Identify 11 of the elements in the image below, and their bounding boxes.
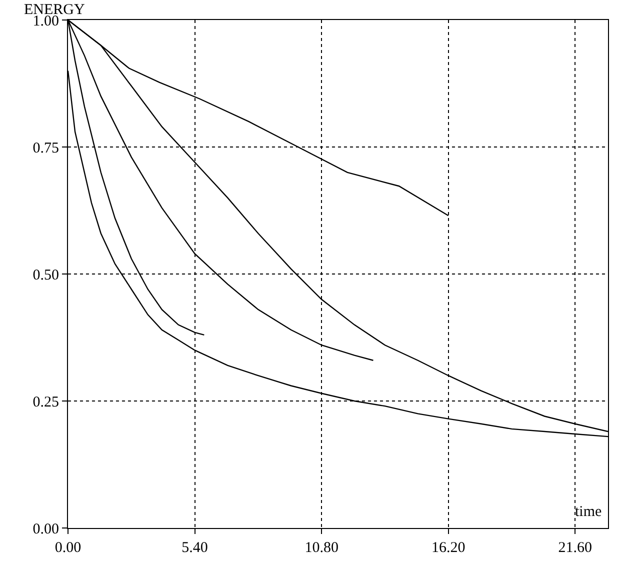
y-tick-label: 0.00 — [32, 521, 59, 538]
y-tick-label: 0.25 — [32, 394, 59, 410]
y-tick-label: 0.50 — [32, 267, 59, 284]
y-tick-label: 1.00 — [32, 13, 59, 30]
x-tick-label: 21.60 — [558, 540, 592, 556]
x-axis-title: time — [575, 504, 602, 520]
x-tick-label: 5.40 — [182, 540, 208, 556]
y-tick-label: 0.75 — [32, 140, 59, 156]
x-tick-label: 16.20 — [431, 540, 466, 556]
x-tick-label: 10.80 — [304, 540, 338, 556]
x-tick-label: 0.00 — [54, 540, 82, 556]
